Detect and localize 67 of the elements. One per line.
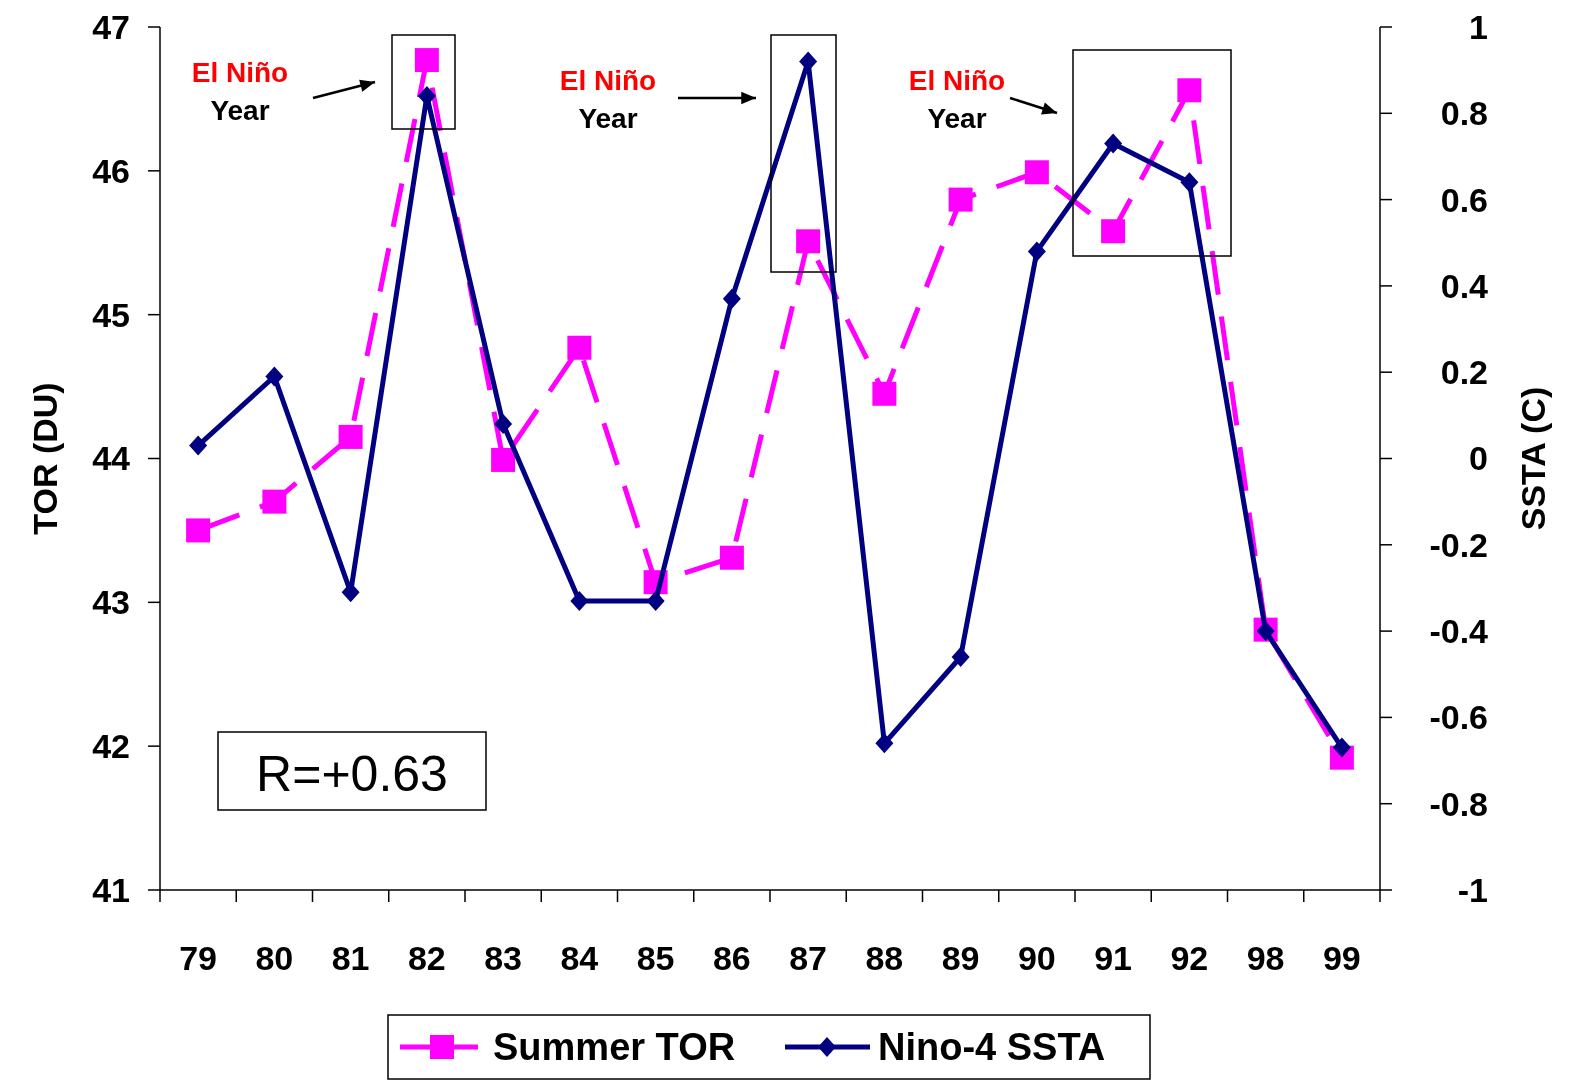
point <box>338 424 363 449</box>
legend-label: Summer TOR <box>493 1026 736 1069</box>
x-tick-label: 91 <box>1094 938 1133 977</box>
x-tick-label: 88 <box>865 938 904 977</box>
annotation: El Niño Year <box>191 56 289 126</box>
annotation: El Niño Year <box>908 64 1006 134</box>
y2-tick-label: -1 <box>1457 870 1488 909</box>
x-tick-label: 82 <box>407 938 446 977</box>
point <box>494 413 513 434</box>
x-tick-label: 86 <box>712 938 751 977</box>
point <box>570 590 589 611</box>
y2-tick-label: 0.6 <box>1440 180 1488 219</box>
x-tick-label: 98 <box>1246 938 1285 977</box>
point <box>722 288 741 309</box>
x-tick-label: 85 <box>636 938 675 977</box>
y-axis-title: TOR (DU) <box>25 382 64 535</box>
point <box>189 435 208 456</box>
point <box>1177 78 1202 103</box>
point <box>491 447 516 472</box>
annotation: El Niño Year <box>559 64 657 134</box>
x-tick-label: 90 <box>1017 938 1056 977</box>
point <box>1027 241 1046 262</box>
x-tick-label: 89 <box>941 938 980 977</box>
y2-tick-label: -0.8 <box>1429 784 1488 823</box>
x-tick-label: 99 <box>1322 938 1361 977</box>
x-tick-label: 81 <box>331 938 370 977</box>
y2-tick-label: -0.2 <box>1429 525 1488 564</box>
y2-tick-label: -0.4 <box>1429 612 1489 650</box>
y2-axis-title: SSTA (C) <box>1513 386 1552 531</box>
annotation: R=+0.63 <box>256 745 448 802</box>
point <box>262 489 287 514</box>
point <box>567 335 592 360</box>
point <box>1180 172 1199 193</box>
y2-tick-label: -0.6 <box>1429 698 1488 737</box>
legend-label: Nino-4 SSTA <box>878 1026 1106 1069</box>
point <box>1332 737 1351 758</box>
y-tick-label: 46 <box>92 151 130 190</box>
point <box>186 518 211 543</box>
point <box>265 366 284 387</box>
y2-tick-label: 0.4 <box>1440 266 1489 305</box>
point <box>1104 133 1123 154</box>
x-tick-label: 79 <box>179 938 218 977</box>
x-tick-label: 80 <box>255 938 294 977</box>
y-tick-label: 43 <box>92 583 130 622</box>
y-tick-label: 45 <box>92 295 130 334</box>
point <box>414 48 439 73</box>
x-tick-label: 83 <box>484 938 523 977</box>
y-tick-label: 41 <box>92 870 130 909</box>
y-tick-label: 44 <box>92 439 131 478</box>
y2-tick-label: 0.8 <box>1440 94 1488 133</box>
point <box>646 590 665 611</box>
x-tick-label: 87 <box>789 938 828 977</box>
x-tick-label: 84 <box>560 938 599 977</box>
point <box>1101 219 1126 244</box>
y-tick-label: 47 <box>92 7 130 46</box>
point <box>951 646 970 667</box>
point <box>872 381 897 406</box>
y2-tick-label: 0.2 <box>1440 353 1488 392</box>
point <box>1024 160 1049 185</box>
point <box>719 545 744 570</box>
y2-tick-label: 0 <box>1469 439 1488 478</box>
point <box>875 733 894 754</box>
x-tick-label: 92 <box>1170 938 1209 977</box>
y-tick-label: 42 <box>92 727 130 766</box>
point <box>948 187 973 212</box>
point <box>796 229 821 254</box>
y2-tick-label: 1 <box>1469 7 1488 46</box>
